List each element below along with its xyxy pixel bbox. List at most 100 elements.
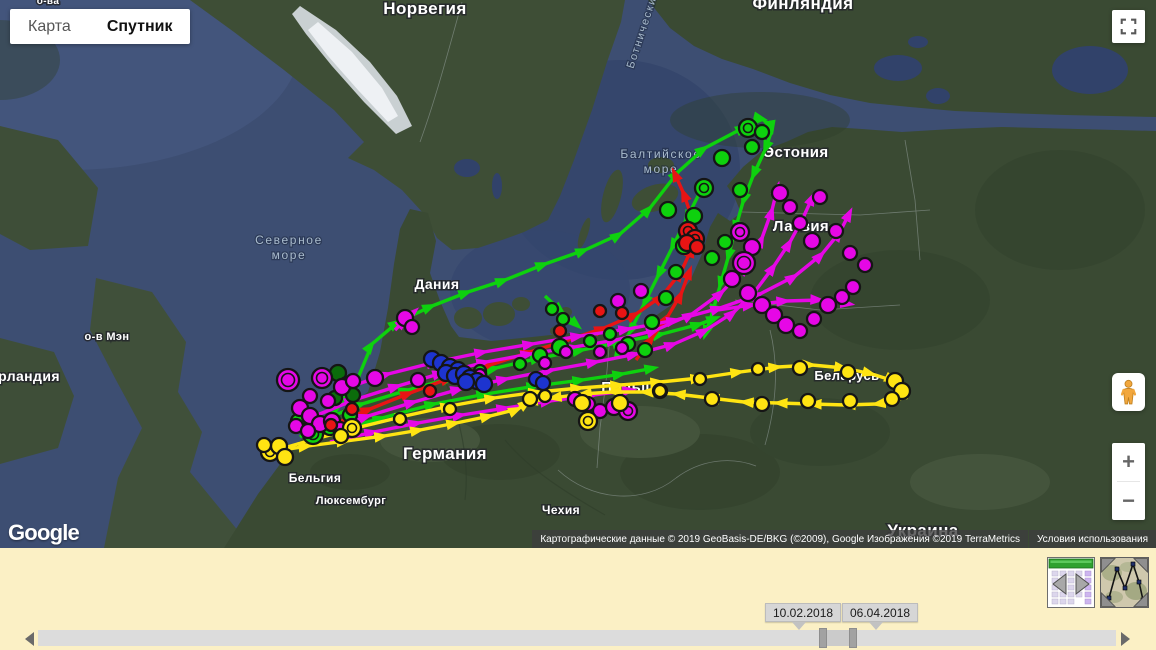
range-end-pointer[interactable] [869,622,883,630]
track-point[interactable] [512,356,528,372]
range-end-date-tooltip[interactable]: 06.04.2018 [842,603,919,622]
track-point[interactable] [643,313,661,331]
zoom-in-button[interactable]: + [1122,449,1135,474]
zoom-out-button[interactable]: − [1122,488,1135,513]
track-point[interactable] [614,340,630,356]
range-start-pointer[interactable] [792,622,806,630]
track-point[interactable] [693,177,715,199]
pegman-button[interactable] [1112,373,1145,411]
track-point[interactable] [456,372,476,392]
track-point[interactable] [799,392,817,410]
timeline-scrollbar-track[interactable] [38,628,1116,648]
track-point[interactable] [592,344,608,360]
track-point[interactable] [332,427,350,445]
track-point[interactable] [764,305,784,325]
track-point[interactable] [716,233,734,251]
track-point[interactable] [632,282,650,300]
track-point[interactable] [657,289,675,307]
track-point[interactable] [614,305,630,321]
track-point[interactable] [422,383,438,399]
timeline-scroll-right-arrow[interactable] [1121,632,1130,646]
track-point[interactable] [753,395,771,413]
track-point[interactable] [841,244,859,262]
range-start-handle[interactable] [819,628,827,648]
track-point[interactable] [652,383,668,399]
track-point[interactable] [791,322,809,340]
track-point[interactable] [818,295,838,315]
track-point[interactable] [255,436,273,454]
track-point[interactable] [738,283,758,303]
track-point[interactable] [582,333,598,349]
track-point[interactable] [409,371,427,389]
track-point[interactable] [883,390,901,408]
track-point[interactable] [344,401,360,417]
track-point[interactable] [552,323,568,339]
track-point[interactable] [636,341,654,359]
track-point[interactable] [712,148,732,168]
timeline-range-thumb[interactable] [819,628,857,648]
track-point[interactable] [299,422,317,440]
range-end-handle[interactable] [849,628,857,648]
track-point[interactable] [731,250,757,276]
track-point[interactable] [442,401,458,417]
track-point[interactable] [692,371,708,387]
track-point[interactable] [319,392,337,410]
track-point[interactable] [827,222,845,240]
track-point[interactable] [844,278,862,296]
track-point[interactable] [856,256,874,274]
track-point[interactable] [791,359,809,377]
track-point[interactable] [776,315,796,335]
timeline-scroll-left-arrow[interactable] [25,632,34,646]
track-point[interactable] [731,181,749,199]
track-point[interactable] [392,411,408,427]
track-point[interactable] [609,292,627,310]
track-point[interactable] [577,410,599,432]
track-point[interactable] [802,231,822,251]
terms-of-use-link[interactable]: Условия использования [1029,530,1156,548]
track-point[interactable] [403,318,421,336]
track-point[interactable] [323,417,339,433]
overview-button[interactable] [1100,557,1149,608]
track-point[interactable] [658,200,678,220]
track-point[interactable] [310,366,334,390]
track-point[interactable] [791,214,809,232]
track-point[interactable] [555,311,571,327]
map-type-satellite-button[interactable]: Спутник [106,17,173,35]
track-point[interactable] [753,123,771,141]
track-point[interactable] [743,138,761,156]
track-point[interactable] [667,263,685,281]
map-type-map-button[interactable]: Карта [28,17,71,35]
track-point[interactable] [602,326,618,342]
track-point[interactable] [521,390,539,408]
track-point[interactable] [558,344,574,360]
track-point[interactable] [537,388,553,404]
track-point[interactable] [770,183,790,203]
track-point[interactable] [839,363,857,381]
track-point[interactable] [811,188,829,206]
track-point[interactable] [833,288,851,306]
track-point[interactable] [752,295,772,315]
track-point[interactable] [729,221,751,243]
track-point[interactable] [781,198,799,216]
track-point[interactable] [275,367,301,393]
track-point[interactable] [474,374,494,394]
track-point[interactable] [688,238,706,256]
track-point[interactable] [365,368,385,388]
track-point[interactable] [592,303,608,319]
track-point[interactable] [841,392,859,410]
track-point[interactable] [805,310,823,328]
track-point[interactable] [703,390,721,408]
track-point[interactable] [344,372,362,390]
track-point[interactable] [275,447,295,467]
track-point[interactable] [301,387,319,405]
track-point[interactable] [703,249,721,267]
track-point[interactable] [750,361,766,377]
track-point[interactable] [537,355,553,371]
track-point[interactable] [610,393,630,413]
google-logo[interactable]: Google [8,520,80,545]
track-point[interactable] [534,374,552,392]
range-start-date-tooltip[interactable]: 10.02.2018 [765,603,842,622]
track-point[interactable] [722,269,742,289]
calendar-button[interactable] [1047,557,1095,608]
map-canvas[interactable]: НорвегияФинляндияЭстонияЛатвияДанияГерма… [0,0,1156,548]
